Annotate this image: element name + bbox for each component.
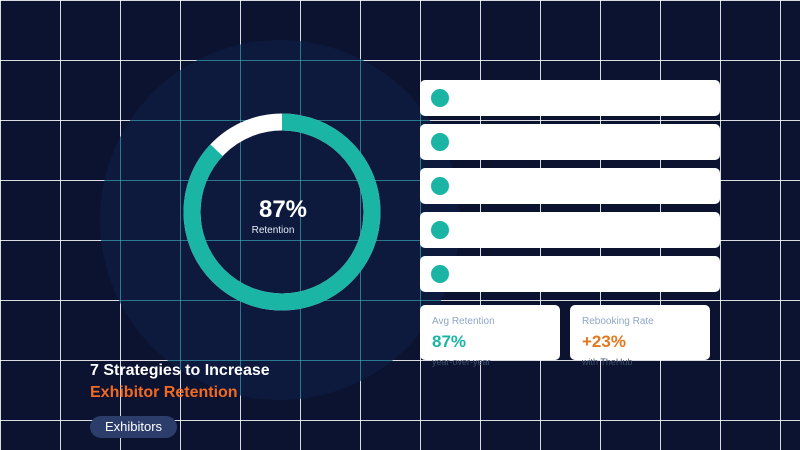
retention-donut (183, 113, 381, 311)
stat-value: +23% (582, 332, 626, 351)
page-title-line-1: 7 Strategies to Increase (90, 362, 270, 379)
teal-dot-icon (431, 265, 449, 283)
teal-dot-icon (431, 89, 449, 107)
teal-dot-icon (431, 221, 449, 239)
teal-dot-icon (431, 133, 449, 151)
category-tag[interactable]: Exhibitors (90, 416, 177, 438)
list-item (420, 256, 720, 292)
stat-label: Avg Retention (432, 316, 495, 327)
background-glow-grid (100, 40, 460, 400)
stat-label: Rebooking Rate (582, 316, 654, 327)
donut-fill (183, 113, 381, 311)
list-item (420, 124, 720, 160)
donut-label: Retention (251, 225, 295, 236)
donut-value: 87% (258, 196, 308, 223)
stat-value: 87% (432, 332, 467, 351)
stat-card-rebooking-rate: Rebooking Rate +23% with TheHub (570, 305, 710, 367)
list-item (420, 80, 720, 116)
list-item (420, 168, 720, 204)
list-item (420, 212, 720, 248)
stat-note: with TheHub (582, 357, 633, 367)
page-title-line-2: Exhibitor Retention (90, 384, 238, 401)
stat-card-avg-retention: Avg Retention 87% year-over-year (420, 305, 560, 367)
teal-dot-icon (431, 177, 449, 195)
stat-note: year-over-year (432, 357, 491, 367)
